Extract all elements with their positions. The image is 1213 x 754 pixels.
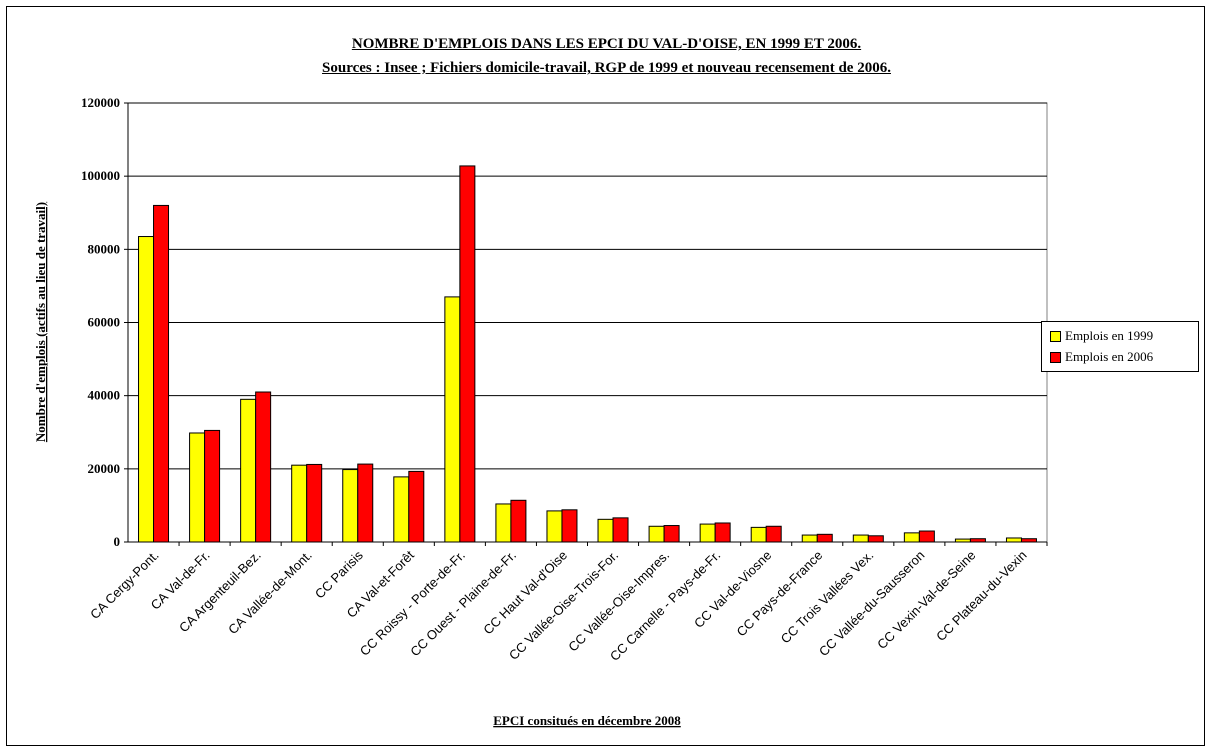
- bar-1999: [342, 469, 359, 543]
- legend-item-2006: Emplois en 2006: [1050, 349, 1153, 365]
- bar-1999: [546, 510, 563, 543]
- bar-2006: [765, 525, 782, 543]
- y-tick-label: 100000: [81, 168, 120, 183]
- y-tick-labels: 0 20000 40000 60000 80000 100000 120000: [81, 95, 128, 549]
- legend-swatch-1999: [1050, 330, 1061, 342]
- bar-1999: [1005, 537, 1022, 543]
- bar-1999: [444, 296, 461, 543]
- bar-1999: [495, 503, 512, 543]
- bar-2006: [612, 517, 629, 543]
- legend-label-1999: Emplois en 1999: [1065, 328, 1154, 343]
- bars: [138, 165, 1037, 543]
- y-tick-label: 40000: [88, 388, 121, 403]
- x-tick-label: CC Trois Vallées Vex.: [778, 548, 877, 647]
- bar-2006: [663, 525, 680, 543]
- y-tick-label: 60000: [88, 315, 121, 330]
- chart-subtitle: Sources : Insee ; Fichiers domicile-trav…: [322, 60, 891, 76]
- bar-2006: [714, 522, 731, 543]
- bar-1999: [750, 526, 767, 543]
- y-tick-label: 120000: [81, 95, 120, 110]
- bar-1999: [903, 532, 920, 543]
- bar-2006: [255, 391, 272, 543]
- bar-1999: [240, 398, 257, 543]
- x-tick-label: CC Parisis: [312, 547, 366, 601]
- chart-title: NOMBRE D'EMPLOIS DANS LES EPCI DU VAL-D'…: [351, 36, 862, 52]
- bar-1999: [393, 476, 410, 543]
- bar-1999: [699, 523, 716, 543]
- bar-1999: [801, 534, 818, 543]
- x-tick-label: CA Cergy-Pont.: [87, 548, 161, 622]
- y-tick-label: 20000: [88, 461, 121, 476]
- bar-2006: [561, 509, 578, 543]
- bar-1999: [648, 525, 665, 543]
- bar-2006: [867, 535, 884, 543]
- y-tick-label: 0: [114, 534, 121, 549]
- x-axis-label: EPCI consitués en décembre 2008: [493, 713, 681, 728]
- bar-1999: [291, 464, 308, 543]
- bar-2006: [408, 470, 425, 543]
- bar-2006: [459, 165, 476, 543]
- bar-2006: [306, 463, 323, 543]
- bar-1999: [189, 432, 206, 543]
- gridlines: [128, 102, 1047, 470]
- x-tick-label: CC Plateau-du-Vexin: [933, 548, 1029, 644]
- x-tick-label: CC Pays-de-France: [734, 548, 826, 640]
- x-tick-label: CC Vallée-Oise-Impres.: [565, 548, 672, 655]
- bar-2006: [357, 463, 374, 543]
- bar-2006: [510, 499, 527, 543]
- legend-label-2006: Emplois en 2006: [1065, 349, 1154, 364]
- legend: Emplois en 1999 Emplois en 2006: [1041, 321, 1199, 372]
- bar-2006: [204, 429, 221, 543]
- bar-1999: [852, 534, 869, 543]
- legend-swatch-2006: [1050, 351, 1061, 363]
- bar-2006: [153, 204, 170, 543]
- legend-item-1999: Emplois en 1999: [1050, 328, 1153, 344]
- bar-2006: [816, 533, 833, 543]
- x-tick-label: CC Roissy - Porte-de-Fr.: [357, 548, 468, 659]
- y-tick-label: 80000: [88, 241, 121, 256]
- x-tick-label: CC Vexin-Val-de-Seine: [874, 548, 978, 652]
- bar-1999: [138, 236, 155, 543]
- bar-1999: [597, 518, 614, 543]
- bar-2006: [918, 530, 935, 543]
- y-axis-label: Nombre d'emplois (actifs au lieu de trav…: [33, 202, 48, 442]
- x-tick-labels: CA Cergy-Pont.CA Val-de-Fr.CA Argenteuil…: [87, 542, 1048, 664]
